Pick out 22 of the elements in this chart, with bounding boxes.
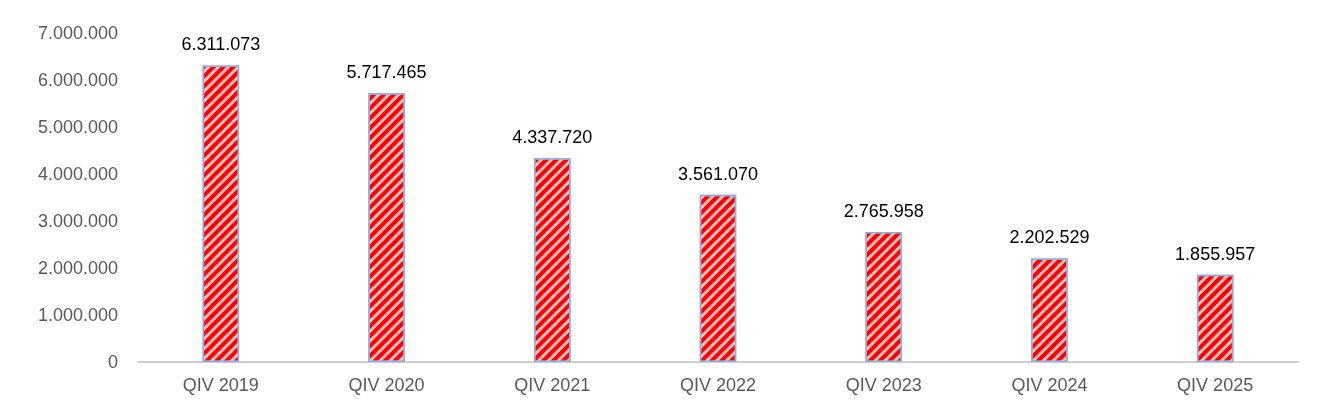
y-tick-label: 7.000.000 [37, 23, 118, 43]
x-tick-label: QIV 2021 [514, 375, 591, 395]
y-tick-label: 4.000.000 [37, 164, 118, 184]
data-label: 5.717.465 [346, 62, 427, 83]
data-label: 3.561.070 [677, 163, 759, 184]
data-label: 6.311.073 [181, 34, 261, 55]
x-tick-label: QIV 2019 [182, 375, 259, 395]
x-tick-label: QIV 2023 [845, 375, 922, 395]
x-tick-label: QIV 2020 [348, 375, 425, 395]
y-tick-label: 6.000.000 [37, 70, 118, 90]
y-tick-label: 5.000.000 [37, 117, 118, 137]
x-tick-label: QIV 2022 [679, 375, 757, 395]
y-tick-label: 1.000.000 [37, 305, 118, 325]
y-tick-label: 3.000.000 [37, 211, 118, 231]
x-tick-label: QIV 2025 [1177, 375, 1254, 395]
data-label: 1.855.957 [1175, 243, 1256, 264]
x-tick-label: QIV 2024 [1011, 375, 1088, 395]
data-label: 4.337.720 [512, 127, 593, 148]
y-tick-label: 0 [107, 352, 118, 372]
data-label: 2.202.529 [1009, 227, 1090, 248]
y-tick-label: 2.000.000 [37, 258, 118, 278]
data-label: 2.765.958 [843, 201, 924, 221]
